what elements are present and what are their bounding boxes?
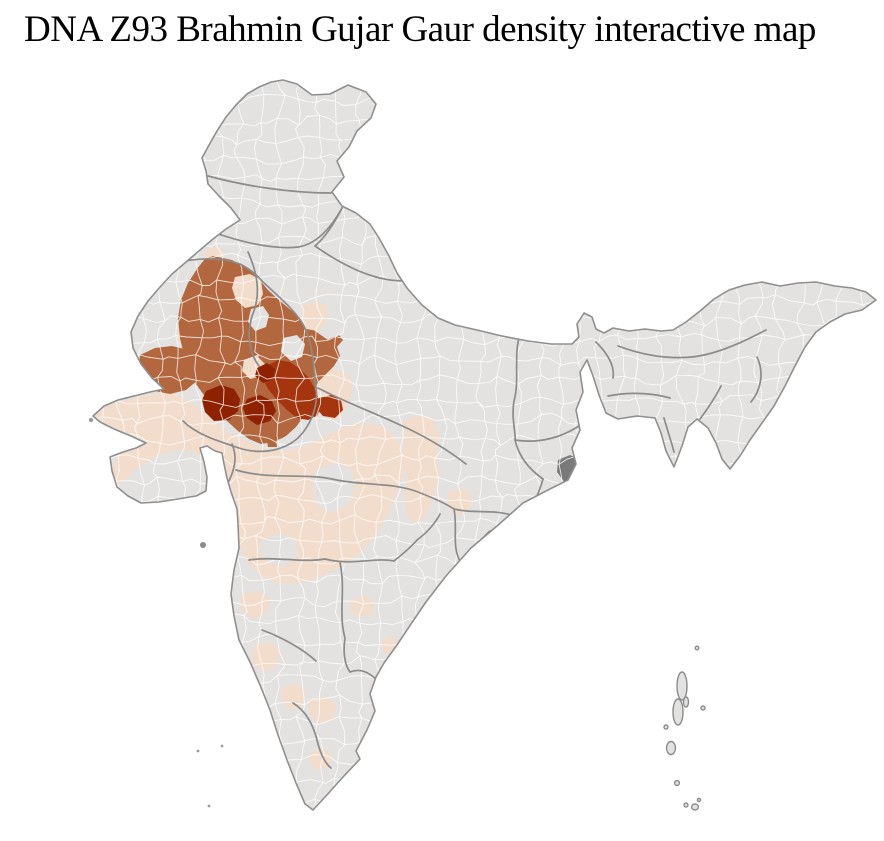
island[interactable] (682, 696, 690, 708)
state-border (339, 562, 351, 673)
state-border (317, 387, 467, 465)
density-highest-regions[interactable] (202, 363, 276, 425)
islet[interactable] (207, 804, 211, 808)
lakshadweep-islands[interactable] (196, 744, 224, 808)
state-border (171, 257, 263, 282)
island[interactable] (700, 705, 706, 711)
state-border (247, 251, 260, 367)
coastal-city-district-dot (200, 542, 206, 548)
island[interactable] (672, 698, 684, 726)
density-region-low[interactable] (309, 748, 332, 770)
island[interactable] (663, 724, 669, 730)
cluster-interior-nodata (248, 306, 305, 361)
state-border (514, 425, 580, 480)
islet[interactable] (220, 744, 224, 748)
density-region-low[interactable] (281, 683, 306, 710)
state-border (228, 443, 236, 482)
state-border (261, 280, 316, 383)
state-border (512, 333, 521, 441)
state-border (207, 175, 332, 194)
island[interactable] (690, 803, 700, 811)
islet[interactable] (196, 749, 200, 753)
state-border (195, 207, 343, 249)
nodata-patch (148, 462, 178, 486)
cluster-low-patch (300, 300, 328, 331)
density-region-low[interactable] (93, 391, 404, 584)
density-high-regions[interactable] (262, 360, 343, 420)
state-border (235, 469, 455, 510)
island[interactable] (694, 645, 700, 651)
state-border (595, 329, 767, 453)
state-border (416, 513, 441, 541)
density-region-low[interactable] (309, 696, 336, 724)
andaman-nicobar-islands[interactable] (663, 645, 706, 811)
density-region-medium[interactable] (259, 423, 283, 447)
nodata-patch (312, 463, 355, 513)
nodata-patch (258, 533, 298, 566)
density-region-high[interactable] (262, 360, 321, 420)
nodata-patches (148, 462, 355, 566)
state-borders (171, 175, 767, 769)
density-region-highest[interactable] (255, 363, 275, 383)
state-border (261, 629, 332, 769)
island[interactable] (673, 779, 681, 787)
island[interactable] (665, 740, 677, 756)
kutch-islet (88, 417, 94, 423)
island[interactable] (683, 802, 689, 808)
island[interactable] (696, 797, 702, 803)
density-region-highest[interactable] (202, 385, 240, 421)
cluster-nodata-patch (281, 335, 305, 361)
state-border (349, 669, 377, 680)
state-border (248, 539, 418, 563)
page-title: DNA Z93 Brahmin Gujar Gaur density inter… (24, 9, 816, 50)
island[interactable] (676, 671, 688, 701)
state-border (182, 381, 318, 453)
density-region-high[interactable] (315, 395, 343, 418)
